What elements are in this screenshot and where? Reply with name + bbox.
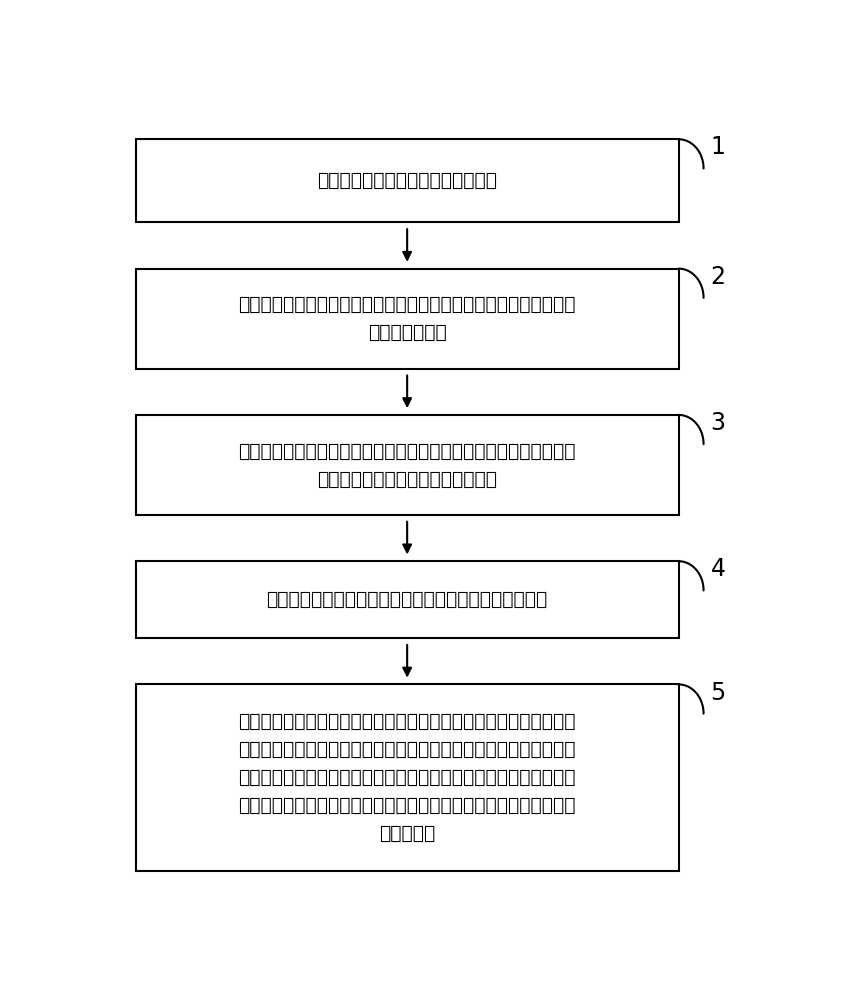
Text: 2: 2 <box>711 265 726 289</box>
Text: 对所述图片特征数据进行预设层数的反卷积，提取出所述卫星图中所
述水质被监测河段的浅层河床的片区: 对所述图片特征数据进行预设层数的反卷积，提取出所述卫星图中所 述水质被监测河段的… <box>239 441 576 488</box>
Bar <box>136 415 678 515</box>
Bar <box>136 269 678 369</box>
Text: 1: 1 <box>711 135 726 159</box>
Text: 从所述浅层河床的片区中提取出可设置水质监测站的区域: 从所述浅层河床的片区中提取出可设置水质监测站的区域 <box>267 590 548 609</box>
Text: 对所述卫星图依次进行预设层数的正卷积，获得所述卫星图正卷积后
的图片特征数据: 对所述卫星图依次进行预设层数的正卷积，获得所述卫星图正卷积后 的图片特征数据 <box>239 295 576 342</box>
Text: 获取河流中水质被监测河段的卫星图: 获取河流中水质被监测河段的卫星图 <box>318 171 498 190</box>
Text: 5: 5 <box>711 681 726 705</box>
Text: 4: 4 <box>711 557 726 581</box>
Bar <box>136 684 678 871</box>
Text: 3: 3 <box>711 411 726 435</box>
Text: 根据所述可设置水质监测站的区域、所述浅层河床的片区以及所述水
质监测站三者的关系，在所述可设置水质监测站的区域中确定出部署
所述水质监测站的设置位置，其中，所述: 根据所述可设置水质监测站的区域、所述浅层河床的片区以及所述水 质监测站三者的关系… <box>239 712 576 843</box>
Bar <box>136 561 678 638</box>
Bar <box>136 139 678 222</box>
